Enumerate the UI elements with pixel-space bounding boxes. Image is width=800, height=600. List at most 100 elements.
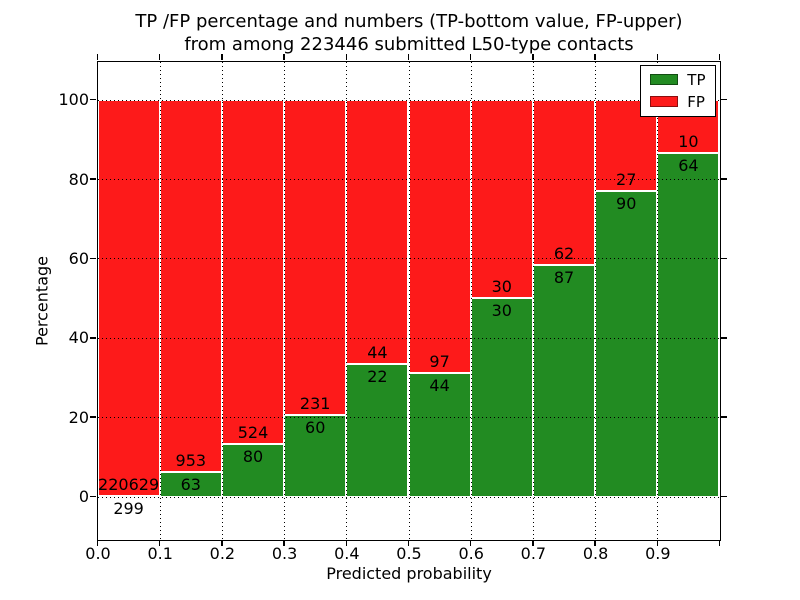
y-tick-label: 80: [68, 169, 89, 189]
legend-label: FP: [687, 92, 705, 111]
bar-label-fp: 524: [237, 423, 269, 443]
bar-label-tp: 63: [180, 475, 201, 494]
bar-segment-fp: [408, 99, 471, 373]
legend-label: TP: [687, 70, 706, 89]
bar-label-fp: 27: [616, 170, 637, 190]
x-tick: [594, 54, 596, 60]
y-tick: [90, 337, 96, 339]
bar-segment-fp: [284, 99, 347, 415]
x-gridline: [408, 61, 410, 540]
bar-label-tp: 64: [678, 156, 699, 176]
y-tick-label: 20: [68, 407, 89, 427]
bar-segment-tp: [470, 298, 533, 497]
y-tick: [90, 257, 96, 260]
x-gridline: [470, 61, 472, 540]
bar-label-tp: 22: [367, 367, 388, 387]
legend: TP FP: [640, 64, 716, 117]
x-tick-label: 0.6: [458, 544, 484, 563]
bar-label-fp: 97: [429, 351, 450, 371]
y-tick: [90, 178, 96, 180]
bar-segment-tp: [159, 472, 222, 497]
y-tick: [721, 98, 727, 101]
chart-title-line2: from among 223446 submitted L50-type con…: [184, 34, 634, 55]
x-tick-label: 0.0: [85, 544, 111, 563]
x-tick-label: 0.9: [645, 544, 671, 563]
x-gridline: [532, 61, 534, 540]
x-tick: [594, 539, 596, 546]
y-tick: [90, 98, 96, 101]
x-tick: [532, 54, 534, 60]
y-tick-label: 40: [68, 328, 89, 348]
x-tick: [345, 54, 348, 60]
bar-segment-tp: [346, 364, 409, 497]
y-tick: [721, 495, 727, 498]
bar-segment-tp: [284, 414, 347, 497]
y-tick: [721, 257, 727, 260]
x-tick: [469, 539, 472, 546]
y-tick-label: 100: [58, 90, 89, 110]
bar-label-fp: 953: [175, 451, 207, 470]
bar-label-tp: 90: [616, 194, 637, 214]
bar-label-tp: 80: [242, 447, 264, 467]
y-tick: [90, 495, 96, 498]
x-axis-label: Predicted probability: [326, 564, 492, 583]
bar-label-fp: 231: [299, 393, 331, 413]
x-tick: [96, 54, 99, 60]
bar-label-tp: 87: [553, 267, 575, 287]
bar-segment-fp: [532, 99, 596, 265]
x-gridline: [221, 61, 223, 540]
x-gridline: [595, 61, 597, 540]
chart-title: TP /FP percentage and numbers (TP-bottom…: [98, 10, 720, 56]
bar-segment-tp: [657, 153, 720, 497]
bar-label-tp: 299: [113, 499, 144, 519]
x-tick: [283, 54, 285, 60]
x-tick: [221, 54, 223, 60]
plot-area: TP FP 220629 299 953 63 524 80 231 60 44 22 97 44 30 3…: [90, 54, 727, 546]
x-tick: [718, 539, 721, 546]
x-tick: [656, 539, 659, 546]
x-gridline: [284, 61, 286, 540]
legend-item: TP: [650, 70, 706, 89]
y-tick: [721, 337, 727, 339]
x-tick-label: 0.7: [520, 544, 547, 563]
x-tick: [532, 539, 534, 546]
legend-item: FP: [650, 94, 705, 110]
bar-segment-fp: [346, 99, 409, 365]
bar-segment-fp: [470, 99, 533, 299]
fp-legend-swatch: [650, 96, 679, 107]
x-tick: [96, 539, 99, 546]
x-tick-label: 0.3: [271, 544, 298, 563]
bar-label-fp: 220629: [98, 475, 160, 495]
x-tick: [469, 54, 472, 60]
bar-label-fp: 10: [678, 132, 699, 152]
bar-segment-fp: [221, 99, 285, 445]
x-tick-label: 0.2: [209, 544, 236, 563]
bar-segment-fp: [97, 99, 160, 497]
x-tick-label: 0.1: [147, 544, 173, 563]
bar-label-fp: 30: [491, 277, 512, 297]
x-tick: [221, 539, 223, 546]
y-tick-label: 0: [78, 487, 89, 507]
x-gridline: [657, 61, 659, 540]
y-tick: [721, 416, 727, 418]
x-tick: [656, 54, 659, 60]
x-tick: [158, 54, 161, 60]
bar-label-fp: 44: [367, 343, 388, 363]
tp-legend-swatch: [650, 74, 679, 85]
x-tick: [407, 539, 410, 546]
bar-label-fp: 62: [553, 243, 575, 263]
bar-segment-tp: [532, 264, 596, 497]
y-tick: [721, 178, 727, 180]
x-gridline: [159, 61, 161, 540]
chart-title-line1: TP /FP percentage and numbers (TP-bottom…: [135, 11, 683, 32]
x-tick: [283, 539, 285, 546]
x-gridline: [346, 61, 348, 540]
y-tick: [90, 416, 96, 418]
x-tick-label: 0.8: [582, 544, 609, 563]
x-tick: [345, 539, 348, 546]
bar-label-tp: 44: [429, 375, 450, 395]
bar-segment-fp: [159, 99, 222, 472]
bar-segment-tp: [595, 191, 658, 497]
x-tick: [718, 54, 721, 60]
